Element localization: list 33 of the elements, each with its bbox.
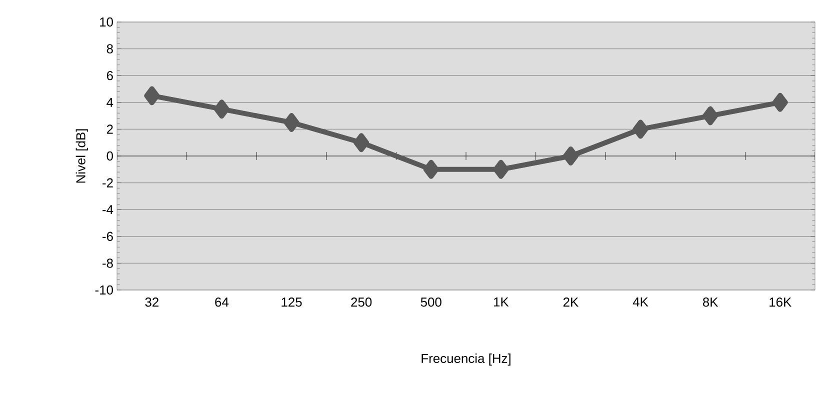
point [632,120,648,139]
y-tick-label: 8 [106,44,113,54]
x-tick-label: 1K [494,298,509,306]
y-tick-label: 4 [106,98,114,107]
y-tick-label: -10 [95,285,113,295]
x-tick-label: 32 [145,298,158,307]
x-tick-label: 2K [563,298,578,307]
x-tick-label: 500 [420,298,442,307]
y-tick-label: 10 [100,17,113,27]
x-tick-label: 4K [632,298,648,306]
x-tick-label: 125 [282,298,302,307]
y-tick-label: -6 [102,232,113,241]
x-tick-label: 250 [351,298,372,307]
x-tick-label: 16K [770,298,792,307]
point [562,146,578,166]
point [423,160,439,179]
x-axis-title: Frecuencia [Hz] [422,354,510,366]
point [144,86,160,106]
point [493,160,509,179]
point [214,100,230,119]
y-tick-label: -4 [102,205,114,214]
y-tick-label: -8 [102,258,113,268]
x-tick-label: 8K [702,298,718,307]
y-tick-label: 6 [106,71,113,80]
y-tick-label: -2 [102,178,113,188]
point [772,92,788,112]
x-tick-label: 64 [215,298,229,307]
point [354,133,370,152]
point [284,113,300,132]
y-tick-label: 0 [106,151,113,161]
point [702,106,718,126]
y-tick-label: 2 [106,124,113,134]
y-axis-title: Nivel [dB] [76,129,88,183]
